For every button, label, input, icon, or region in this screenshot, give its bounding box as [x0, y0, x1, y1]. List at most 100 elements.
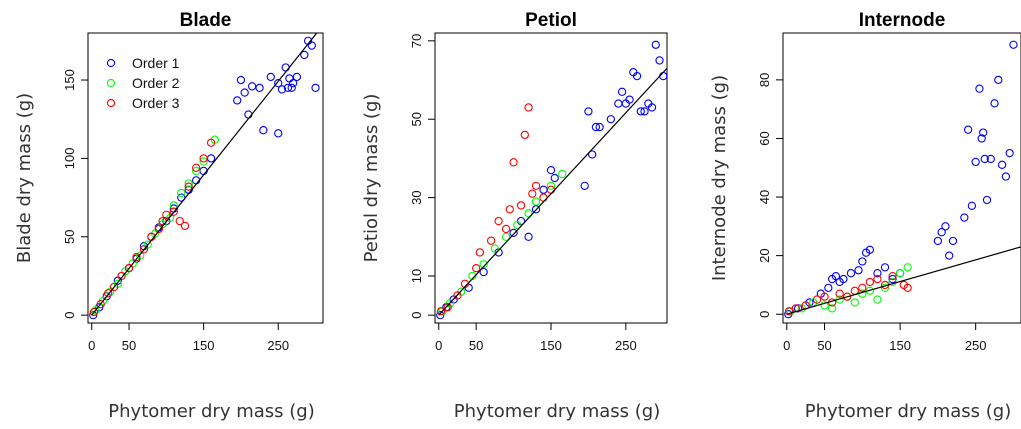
- legend-label: Order 3: [132, 95, 180, 111]
- data-point: [655, 56, 664, 65]
- data-point: [854, 266, 863, 275]
- data-point: [827, 304, 837, 313]
- y-tick-label: 60: [757, 131, 772, 145]
- data-point: [453, 291, 462, 300]
- data-point: [199, 154, 208, 163]
- data-point: [285, 74, 294, 83]
- x-tick-label: 0: [88, 338, 95, 353]
- data-point: [96, 300, 105, 309]
- data-point: [169, 207, 178, 216]
- x-tick-label: 50: [122, 338, 136, 353]
- data-point: [136, 251, 145, 260]
- data-point: [539, 185, 548, 194]
- data-point: [997, 160, 1007, 169]
- y-tick-label: 100: [62, 148, 77, 170]
- data-point: [812, 295, 822, 304]
- data-point: [975, 84, 984, 93]
- data-point: [192, 166, 201, 176]
- data-point: [888, 277, 897, 287]
- data-point: [513, 220, 522, 230]
- data-point: [287, 83, 296, 93]
- x-axis: 0 50 150 250 Phytomer dry mass (g): [435, 323, 660, 422]
- data-point: [240, 88, 249, 97]
- x-tick-label: 150: [193, 338, 215, 353]
- data-point: [479, 260, 488, 269]
- x-tick-label: 250: [267, 338, 289, 353]
- data-point: [873, 295, 882, 304]
- data-point: [617, 87, 627, 96]
- data-point: [865, 277, 875, 287]
- panel-0: Blade 0 50 150 250 Phytomer dry mass (g) 0 50 10…: [14, 10, 324, 422]
- data-point: [255, 83, 264, 93]
- y-axis-label: Internode dry mass (g): [709, 75, 730, 281]
- y-axis: 0 10 30 50 70 Petiol dry mass (g): [361, 34, 435, 319]
- data-point: [850, 286, 859, 295]
- series-order-1: [436, 40, 667, 320]
- data-point: [647, 103, 657, 112]
- data-point: [443, 303, 452, 312]
- data-point: [977, 134, 986, 143]
- y-tick-label: 80: [757, 73, 772, 87]
- data-point: [835, 289, 844, 298]
- data-point: [139, 245, 149, 254]
- data-point: [865, 245, 875, 254]
- data-point: [206, 138, 216, 147]
- data-point: [247, 82, 257, 91]
- data-point: [524, 103, 533, 112]
- data-point: [843, 292, 852, 301]
- data-point: [625, 95, 634, 104]
- y-tick-label: 20: [757, 248, 772, 262]
- x-tick-label: 50: [469, 338, 483, 353]
- x-axis-label: Phytomer dry mass (g): [108, 401, 314, 422]
- data-point: [281, 63, 290, 72]
- data-point: [184, 179, 193, 188]
- data-point: [494, 216, 503, 226]
- data-point: [606, 115, 616, 124]
- data-point: [793, 304, 803, 313]
- y-tick-label: 0: [62, 312, 77, 319]
- data-point: [475, 248, 485, 257]
- data-point: [180, 221, 190, 230]
- y-tick-label: 0: [409, 312, 424, 319]
- data-point: [479, 267, 488, 277]
- x-tick-label: 50: [817, 338, 831, 353]
- data-point: [945, 251, 954, 260]
- series-order-3: [89, 138, 216, 317]
- data-point: [1009, 40, 1018, 49]
- x-tick-label: 0: [783, 338, 790, 353]
- data-point: [986, 154, 995, 164]
- data-point: [311, 83, 320, 93]
- x-tick-label: 150: [540, 338, 562, 353]
- data-point: [292, 72, 302, 82]
- data-point: [903, 263, 912, 272]
- data-point: [941, 222, 950, 231]
- data-point: [873, 274, 882, 284]
- data-area: [784, 40, 1021, 319]
- data-point: [831, 271, 841, 281]
- data-point: [880, 283, 890, 292]
- data-point: [124, 263, 134, 273]
- data-point: [880, 263, 890, 272]
- data-point: [903, 283, 912, 292]
- x-axis: 0 50 150 250 Phytomer dry mass (g): [88, 323, 315, 422]
- data-point: [784, 307, 794, 316]
- y-tick-label: 150: [62, 69, 77, 91]
- data-point: [103, 289, 113, 298]
- data-point: [472, 263, 481, 273]
- x-tick-label: 250: [615, 338, 637, 353]
- data-point: [636, 107, 645, 116]
- x-axis-label: Phytomer dry mass (g): [454, 401, 660, 422]
- data-point: [820, 292, 829, 301]
- data-point: [963, 125, 973, 134]
- x-tick-label: 150: [889, 338, 911, 353]
- data-point: [632, 71, 642, 81]
- data-point: [960, 213, 969, 222]
- data-point: [584, 107, 593, 116]
- data-point: [539, 193, 548, 202]
- data-point: [89, 311, 98, 320]
- chart-title: Petiol: [525, 10, 577, 31]
- data-point: [990, 99, 999, 108]
- data-point: [550, 173, 559, 183]
- data-point: [839, 274, 848, 284]
